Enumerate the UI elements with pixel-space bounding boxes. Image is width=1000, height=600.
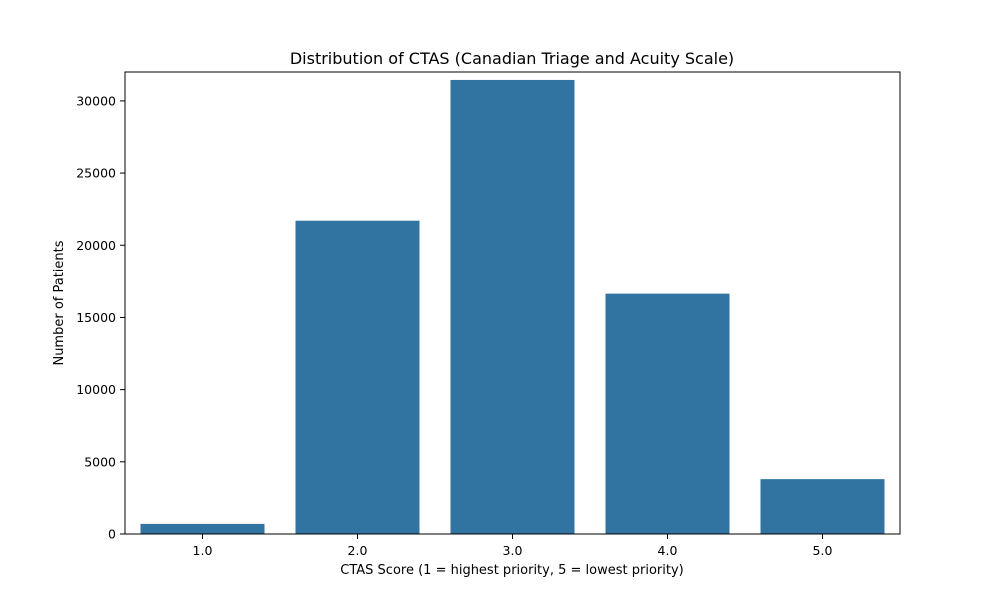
y-tick-label-30000: 30000 — [76, 93, 116, 108]
chart-title: Distribution of CTAS (Canadian Triage an… — [290, 49, 734, 68]
bar-1.0 — [140, 523, 265, 534]
x-tick-label-3.0: 3.0 — [503, 543, 523, 558]
y-tick-label-20000: 20000 — [76, 238, 116, 253]
x-tick-label-5.0: 5.0 — [813, 543, 833, 558]
x-tick-label-1.0: 1.0 — [193, 543, 213, 558]
x-axis: 1.0 2.0 3.0 4.0 5.0 — [193, 534, 833, 558]
y-tick-label-15000: 15000 — [76, 310, 116, 325]
y-tick-label-5000: 5000 — [84, 454, 116, 469]
y-tick-label-0: 0 — [108, 527, 116, 542]
y-tick-label-10000: 10000 — [76, 382, 116, 397]
y-axis-label: Number of Patients — [52, 240, 67, 365]
bar-2.0 — [295, 220, 420, 534]
x-tick-label-4.0: 4.0 — [658, 543, 678, 558]
x-axis-label: CTAS Score (1 = highest priority, 5 = lo… — [340, 563, 683, 578]
bar-3.0 — [450, 79, 575, 534]
bar-4.0 — [605, 293, 730, 534]
y-axis: 0 5000 10000 15000 20000 25000 30000 — [76, 93, 125, 542]
bar-5.0 — [760, 479, 885, 534]
x-tick-label-2.0: 2.0 — [348, 543, 368, 558]
bars-layer — [140, 79, 885, 534]
plot-frame — [124, 71, 901, 535]
y-tick-label-25000: 25000 — [76, 166, 116, 181]
